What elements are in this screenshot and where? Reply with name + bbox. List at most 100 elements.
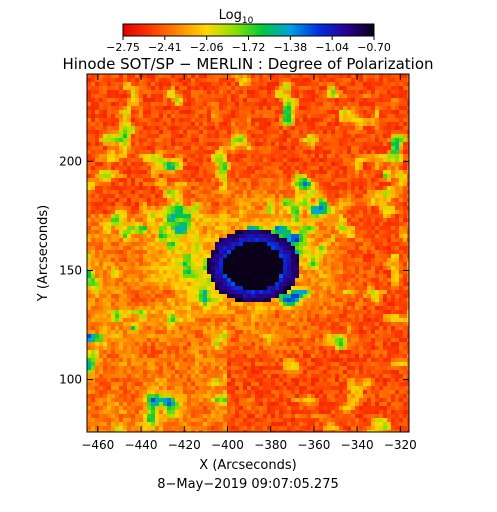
heatmap-cell [259, 230, 263, 234]
heatmap-cell [119, 278, 123, 282]
heatmap-cell [167, 118, 171, 122]
heatmap-cell [99, 178, 103, 182]
heatmap-cell [375, 126, 379, 130]
heatmap-cell [207, 130, 211, 134]
heatmap-cell [279, 158, 283, 162]
heatmap-cell [263, 250, 267, 254]
heatmap-cell [251, 262, 255, 266]
heatmap-cell [107, 302, 111, 306]
heatmap-cell [247, 222, 251, 226]
heatmap-cell [375, 298, 379, 302]
heatmap-cell [199, 286, 203, 290]
heatmap-cell [219, 170, 223, 174]
heatmap-cell [155, 190, 159, 194]
heatmap-cell [183, 90, 187, 94]
heatmap-cell [175, 218, 179, 222]
heatmap-cell [275, 178, 279, 182]
heatmap-cell [151, 318, 155, 322]
heatmap-cell [155, 230, 159, 234]
heatmap-cell [191, 274, 195, 278]
heatmap-cell [251, 110, 255, 114]
heatmap-cell [391, 78, 395, 82]
heatmap-cell [347, 238, 351, 242]
heatmap-cell [343, 246, 347, 250]
heatmap-cell [171, 222, 175, 226]
heatmap-cell [151, 254, 155, 258]
heatmap-cell [219, 254, 223, 258]
heatmap-cell [247, 262, 251, 266]
heatmap-cell [115, 102, 119, 106]
heatmap-cell [275, 278, 279, 282]
heatmap-cell [195, 274, 199, 278]
heatmap-cell [191, 234, 195, 238]
heatmap-cell [103, 230, 107, 234]
heatmap-cell [231, 270, 235, 274]
heatmap-cell [111, 94, 115, 98]
heatmap-cell [123, 150, 127, 154]
heatmap-cell [91, 94, 95, 98]
heatmap-cell [323, 206, 327, 210]
heatmap-cell [279, 258, 283, 262]
heatmap-cell [395, 294, 399, 298]
heatmap-cell [407, 246, 409, 250]
heatmap-cell [275, 266, 279, 270]
heatmap-cell [279, 138, 283, 142]
heatmap-cell [255, 294, 259, 298]
heatmap-cell [155, 286, 159, 290]
heatmap-cell [351, 242, 355, 246]
heatmap-cell [363, 286, 367, 290]
heatmap-cell [395, 74, 399, 78]
heatmap-cell [255, 270, 259, 274]
heatmap-cell [191, 278, 195, 282]
heatmap-cell [379, 162, 383, 166]
heatmap-cell [371, 182, 375, 186]
heatmap-cell [375, 198, 379, 202]
heatmap-cell [263, 314, 267, 318]
heatmap-cell [271, 178, 275, 182]
heatmap-cell [219, 110, 223, 114]
heatmap-cell [139, 294, 143, 298]
heatmap-cell [331, 230, 335, 234]
heatmap-cell [239, 238, 243, 242]
heatmap-cell [107, 170, 111, 174]
heatmap-cell [387, 138, 391, 142]
heatmap-cell [363, 130, 367, 134]
heatmap-cell [223, 294, 227, 298]
heatmap-cell [167, 198, 171, 202]
heatmap-cell [207, 74, 211, 78]
heatmap-cell [383, 110, 387, 114]
heatmap-cell [175, 238, 179, 242]
heatmap-cell [407, 286, 409, 290]
heatmap-cell [243, 98, 247, 102]
heatmap-cell [187, 90, 191, 94]
heatmap-cell [327, 202, 331, 206]
heatmap-cell [327, 278, 331, 282]
heatmap-cell [387, 194, 391, 198]
heatmap-cell [139, 298, 143, 302]
heatmap-cell [391, 122, 395, 126]
heatmap-cell [227, 162, 231, 166]
heatmap-cell [207, 238, 211, 242]
heatmap-cell [203, 270, 207, 274]
heatmap-cell [287, 90, 291, 94]
heatmap-cell [315, 290, 319, 294]
heatmap-cell [315, 282, 319, 286]
heatmap-cell [395, 154, 399, 158]
heatmap-cell [111, 290, 115, 294]
heatmap-cell [359, 154, 363, 158]
heatmap-cell [135, 270, 139, 274]
heatmap-cell [167, 130, 171, 134]
heatmap-cell [155, 226, 159, 230]
heatmap-cell [151, 294, 155, 298]
heatmap-cell [211, 298, 215, 302]
heatmap-cell [187, 218, 191, 222]
heatmap-cell [183, 262, 187, 266]
heatmap-cell [267, 102, 271, 106]
colorbar-tick-label: −2.41 [148, 41, 182, 54]
heatmap-cell [359, 234, 363, 238]
heatmap-cell [131, 86, 135, 90]
heatmap-cell [375, 274, 379, 278]
heatmap-cell [187, 162, 191, 166]
heatmap-cell [311, 178, 315, 182]
heatmap-cell [159, 266, 163, 270]
